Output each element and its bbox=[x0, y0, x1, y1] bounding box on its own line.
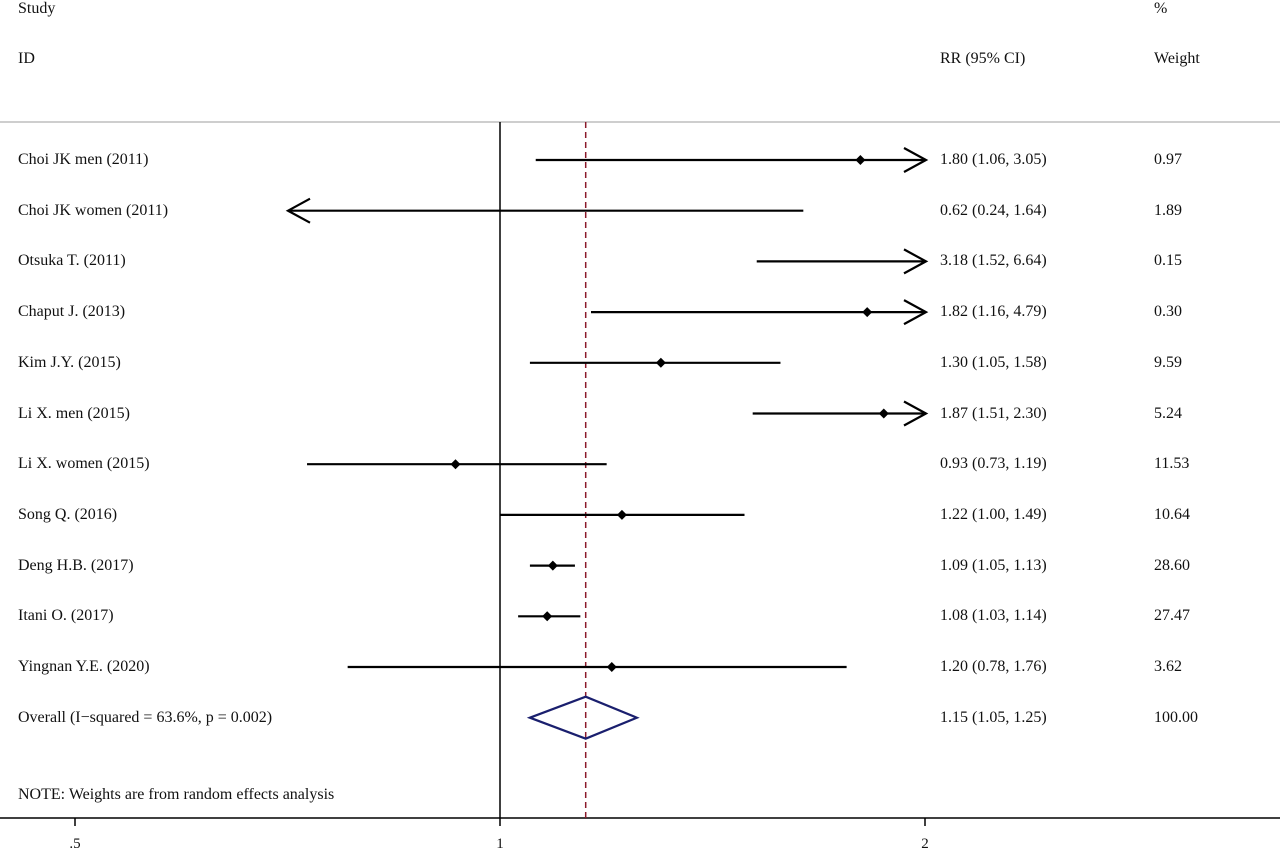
overall-ci-text: 1.15 (1.05, 1.25) bbox=[940, 708, 1047, 726]
point-estimate-marker bbox=[542, 611, 553, 622]
id-header: ID bbox=[18, 50, 35, 67]
study-ci-text: 1.30 (1.05, 1.58) bbox=[940, 353, 1047, 371]
study-weight: 0.97 bbox=[1154, 151, 1182, 168]
ci-arrow-right bbox=[903, 248, 929, 275]
study-label: Choi JK women (2011) bbox=[18, 201, 169, 219]
x-tick-label: .5 bbox=[69, 836, 81, 852]
study-weight: 10.64 bbox=[1154, 505, 1190, 523]
study-label: Chaput J. (2013) bbox=[18, 303, 126, 321]
study-label: Itani O. (2017) bbox=[18, 607, 114, 625]
point-estimate-marker bbox=[450, 459, 461, 470]
weight-percent-header: % bbox=[1154, 0, 1168, 17]
weights-note: NOTE: Weights are from random effects an… bbox=[18, 786, 335, 803]
study-weight: 11.53 bbox=[1154, 455, 1190, 473]
point-estimate-marker bbox=[655, 357, 666, 368]
point-estimate-marker bbox=[855, 155, 866, 165]
study-weight: 1.89 bbox=[1154, 201, 1182, 219]
study-ci-text: 1.82 (1.16, 4.79) bbox=[940, 303, 1047, 321]
x-tick-label: 1 bbox=[496, 836, 504, 852]
study-weight: 28.60 bbox=[1154, 556, 1190, 574]
study-label: Choi JK men (2011) bbox=[18, 151, 149, 168]
point-estimate-marker bbox=[616, 509, 627, 520]
study-weight: 0.15 bbox=[1154, 252, 1182, 270]
point-estimate-marker bbox=[862, 307, 873, 318]
study-label: Otsuka T. (2011) bbox=[18, 252, 126, 270]
study-header: Study bbox=[18, 0, 56, 17]
study-weight: 0.30 bbox=[1154, 303, 1182, 321]
study-ci-text: 1.22 (1.00, 1.49) bbox=[940, 505, 1047, 523]
study-label: Li X. men (2015) bbox=[18, 404, 130, 422]
study-label: Yingnan Y.E. (2020) bbox=[18, 658, 150, 675]
study-weight: 27.47 bbox=[1154, 607, 1190, 625]
point-estimate-marker bbox=[878, 408, 889, 419]
study-label: Li X. women (2015) bbox=[18, 455, 150, 473]
ci-arrow-right bbox=[903, 299, 929, 326]
study-ci-text: 1.09 (1.05, 1.13) bbox=[940, 556, 1047, 574]
overall-diamond bbox=[526, 695, 640, 740]
study-weight: 3.62 bbox=[1154, 658, 1182, 675]
ci-arrow-left bbox=[285, 197, 311, 224]
study-ci-text: 1.08 (1.03, 1.14) bbox=[940, 607, 1047, 625]
study-ci-text: 0.93 (0.73, 1.19) bbox=[940, 455, 1047, 473]
study-ci-text: 3.18 (1.52, 6.64) bbox=[940, 252, 1047, 270]
study-ci-text: 1.80 (1.06, 3.05) bbox=[940, 151, 1047, 168]
study-label: Kim J.Y. (2015) bbox=[18, 353, 121, 371]
study-ci-text: 1.20 (0.78, 1.76) bbox=[940, 658, 1047, 675]
study-weight: 9.59 bbox=[1154, 353, 1182, 371]
overall-label: Overall (I−squared = 63.6%, p = 0.002) bbox=[18, 708, 273, 726]
ci-arrow-right bbox=[903, 147, 929, 173]
overall-weight: 100.00 bbox=[1154, 708, 1198, 726]
ci-arrow-right bbox=[903, 400, 929, 427]
x-tick-label: 2 bbox=[921, 836, 929, 852]
study-label: Song Q. (2016) bbox=[18, 505, 118, 523]
study-ci-text: 0.62 (0.24, 1.64) bbox=[940, 201, 1047, 219]
point-estimate-marker bbox=[606, 662, 617, 672]
study-weight: 5.24 bbox=[1154, 404, 1182, 422]
study-ci-text: 1.87 (1.51, 2.30) bbox=[940, 404, 1047, 422]
estimate-header: RR (95% CI) bbox=[940, 50, 1026, 67]
weight-header: Weight bbox=[1154, 50, 1200, 67]
point-estimate-marker bbox=[547, 560, 558, 571]
study-label: Deng H.B. (2017) bbox=[18, 556, 134, 574]
